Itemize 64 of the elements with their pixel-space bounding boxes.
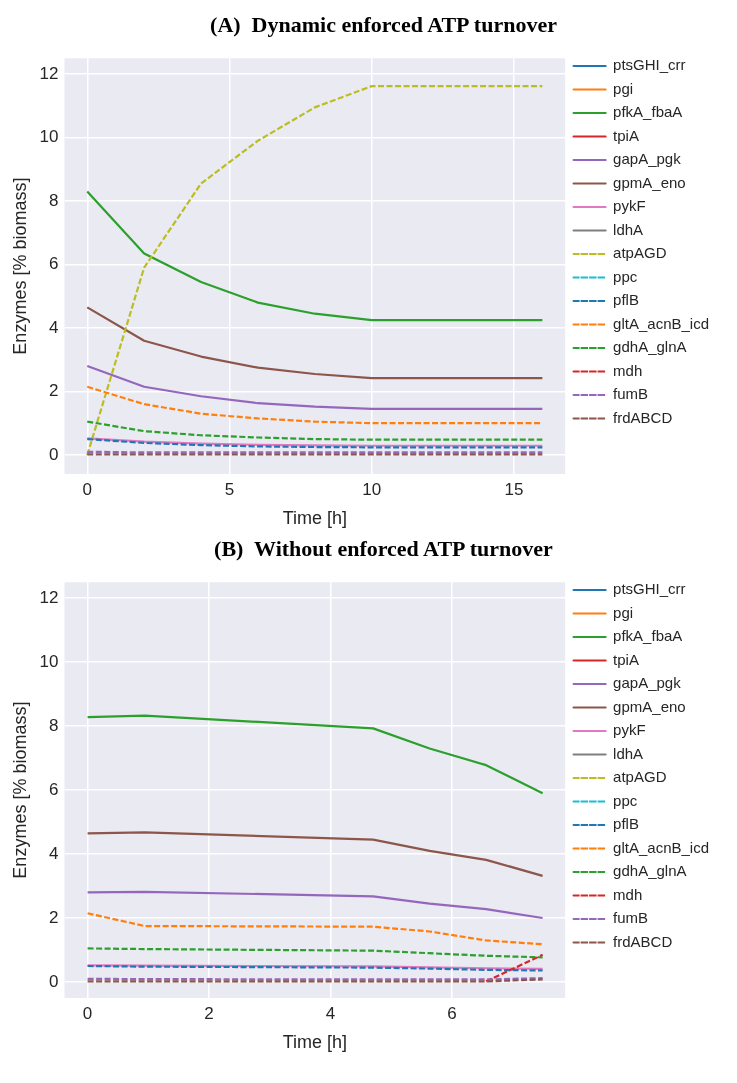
legend-label: pflB bbox=[613, 815, 639, 833]
legend-label: pykF bbox=[613, 721, 646, 739]
legend-label: gdhA_glnA bbox=[613, 862, 687, 880]
y-tick-label: 4 bbox=[49, 317, 59, 337]
legend-label: gapA_pgk bbox=[613, 674, 682, 692]
x-tick-label: 6 bbox=[447, 1003, 457, 1023]
y-axis-title: Enzymes [% biomass] bbox=[9, 701, 30, 879]
legend-label: pgi bbox=[613, 603, 634, 621]
legend-label: ldhA bbox=[613, 220, 644, 238]
x-tick-label: 2 bbox=[204, 1003, 214, 1023]
y-tick-label: 2 bbox=[49, 381, 59, 401]
legend-label: gltA_acnB_icd bbox=[613, 838, 710, 856]
chart-title: (B) Without enforced ATP turnover bbox=[213, 535, 554, 563]
x-tick-label: 10 bbox=[362, 479, 382, 499]
y-tick-label: 0 bbox=[49, 971, 59, 991]
legend-label: tpiA bbox=[613, 126, 639, 144]
legend-label: tpiA bbox=[613, 650, 639, 668]
y-tick-label: 4 bbox=[49, 843, 59, 863]
y-axis-title: Enzymes [% biomass] bbox=[9, 177, 30, 355]
line-series bbox=[86, 420, 544, 441]
y-tick-label: 6 bbox=[49, 779, 59, 799]
legend-label: pflB bbox=[613, 291, 639, 309]
legend-label: gpmA_eno bbox=[613, 173, 686, 191]
y-tick-label: 12 bbox=[39, 63, 59, 83]
legend-label: mdh bbox=[613, 361, 643, 379]
y-tick-label: 12 bbox=[39, 587, 59, 607]
legend-label: pykF bbox=[613, 197, 646, 215]
x-axis-title: Time [h] bbox=[282, 1032, 347, 1053]
legend-label: ptsGHI_crr bbox=[613, 580, 686, 598]
y-tick-label: 2 bbox=[49, 907, 59, 927]
legend-label: pfkA_fbaA bbox=[613, 627, 683, 645]
y-tick-label: 8 bbox=[49, 190, 59, 210]
line-series bbox=[86, 85, 544, 457]
legend-label: pfkA_fbaA bbox=[613, 103, 683, 121]
x-tick-label: 15 bbox=[504, 479, 524, 499]
legend-label: fumB bbox=[613, 385, 649, 403]
legend-label: ldhA bbox=[613, 744, 644, 762]
y-tick-label: 10 bbox=[39, 651, 59, 671]
legend-label: ptsGHI_crr bbox=[613, 56, 686, 74]
x-tick-label: 4 bbox=[325, 1003, 336, 1023]
x-tick-label: 0 bbox=[82, 479, 92, 499]
line-series bbox=[86, 912, 544, 946]
x-tick-label: 5 bbox=[224, 479, 235, 499]
y-tick-label: 6 bbox=[49, 254, 59, 274]
legend-label: frdABCD bbox=[613, 408, 673, 426]
legend-label: ppc bbox=[613, 791, 638, 809]
legend-label: fumB bbox=[613, 909, 649, 927]
legend-label: gdhA_glnA bbox=[613, 338, 687, 356]
y-tick-label: 0 bbox=[49, 444, 59, 464]
legend-label: gapA_pgk bbox=[613, 150, 682, 168]
y-tick-label: 10 bbox=[39, 127, 59, 147]
legend-label: gltA_acnB_icd bbox=[613, 314, 710, 332]
x-axis-title: Time [h] bbox=[282, 508, 347, 529]
legend-label: atpAGD bbox=[613, 244, 667, 262]
chart-title: (A) Dynamic enforced ATP turnover bbox=[209, 11, 558, 39]
legend-label: gpmA_eno bbox=[613, 697, 686, 715]
legend-label: atpAGD bbox=[613, 768, 667, 786]
line-series bbox=[86, 947, 544, 959]
legend-label: mdh bbox=[613, 885, 643, 903]
legend-label: frdABCD bbox=[613, 932, 673, 950]
y-tick-label: 8 bbox=[49, 715, 59, 735]
x-tick-label: 0 bbox=[82, 1003, 93, 1023]
legend-label: ppc bbox=[613, 267, 638, 285]
legend-label: pgi bbox=[613, 79, 634, 97]
